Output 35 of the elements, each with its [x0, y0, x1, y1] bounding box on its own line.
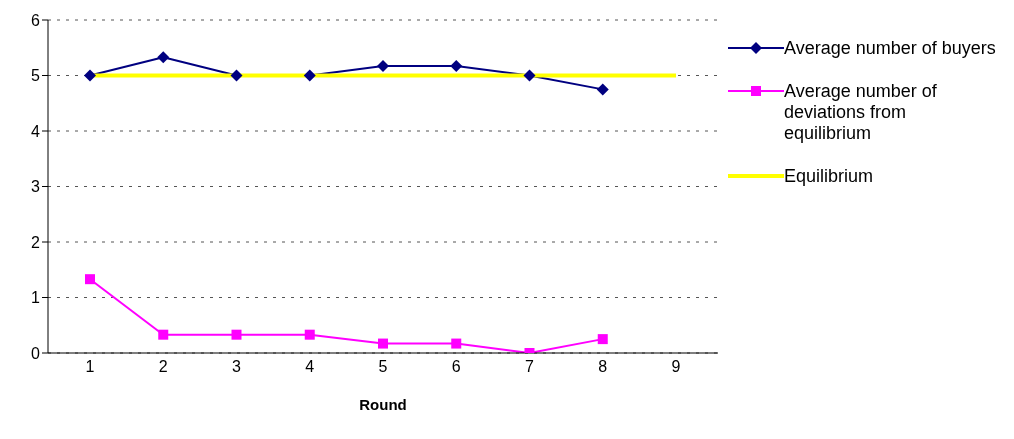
- legend-label: Average number of deviations from equilibrium: [784, 81, 938, 144]
- point: [523, 69, 536, 82]
- y-tick-label: 3: [31, 178, 41, 196]
- x-tick-label: 4: [305, 358, 315, 376]
- point: [84, 69, 96, 82]
- y-tick-label: 6: [31, 11, 41, 29]
- y-tick-label: 0: [31, 344, 41, 362]
- x-tick-label: 3: [232, 358, 242, 376]
- y-tick-label: 5: [31, 67, 41, 85]
- point: [378, 338, 388, 349]
- point: [450, 60, 463, 73]
- legend-label: Equilibrium: [784, 166, 874, 187]
- point: [158, 329, 169, 340]
- legend-label: Average number of buyers: [784, 38, 996, 59]
- x-tick-label: 7: [525, 358, 535, 376]
- x-axis-title: Round: [358, 396, 408, 413]
- point: [303, 69, 316, 82]
- point: [304, 329, 315, 340]
- y-tick-label: 2: [31, 233, 41, 251]
- point: [377, 60, 389, 73]
- y-tick-label: 4: [31, 122, 41, 140]
- x-tick-label: 8: [598, 358, 608, 376]
- x-tick-label: 9: [671, 358, 681, 376]
- point: [451, 338, 462, 349]
- point: [231, 329, 242, 340]
- x-tick-label: 6: [451, 358, 461, 376]
- point: [597, 334, 608, 345]
- point: [230, 69, 243, 82]
- x-tick-label: 2: [158, 358, 168, 376]
- point: [157, 51, 170, 64]
- x-tick-label: 5: [378, 358, 388, 376]
- y-tick-label: 1: [31, 289, 41, 307]
- x-tick-label: 1: [85, 358, 95, 376]
- point: [596, 83, 609, 96]
- point: [85, 274, 95, 285]
